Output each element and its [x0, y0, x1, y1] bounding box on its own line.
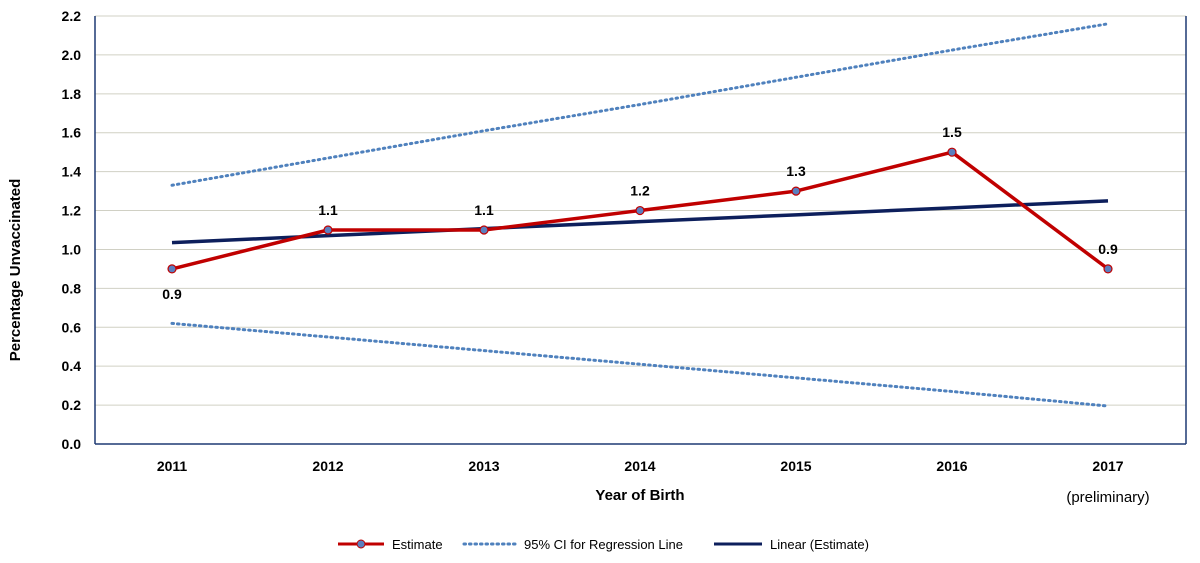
- gridlines: [94, 15, 1187, 445]
- x-tick-label: 2011: [157, 458, 188, 474]
- estimate-point: [791, 186, 801, 196]
- data-label: 1.1: [474, 202, 494, 218]
- estimate-point: [323, 225, 333, 235]
- x-tick-label: 2016: [936, 458, 967, 474]
- estimate-point: [635, 205, 645, 216]
- legend-estimate-label: Estimate: [392, 537, 443, 552]
- ci-upper-line: [170, 22, 1110, 187]
- y-tick-label: 1.2: [62, 203, 82, 219]
- estimate-point: [479, 225, 489, 235]
- y-tick-label: 0.2: [62, 397, 82, 413]
- x-axis-title: Year of Birth: [595, 487, 684, 504]
- data-label: 1.3: [786, 163, 806, 179]
- x-tick-label: 2013: [468, 458, 499, 474]
- x-tick-label: 2017: [1092, 458, 1123, 474]
- data-label: 1.5: [942, 124, 962, 140]
- y-tick-label: 1.6: [62, 125, 82, 141]
- linear-series: [171, 199, 1109, 245]
- legend-linear-label: Linear (Estimate): [770, 537, 869, 552]
- data-label: 1.1: [318, 202, 338, 218]
- y-axis-title: Percentage Unvaccinated: [7, 179, 24, 362]
- y-tick-label: 1.8: [62, 86, 82, 102]
- x-tick-label: 2015: [780, 458, 811, 474]
- estimate-point: [947, 147, 957, 157]
- estimate-series: [167, 147, 1113, 274]
- data-labels: 0.9 1.1 1.1 1.2 1.3 1.5 0.9: [162, 124, 1118, 302]
- y-tick-label: 1.0: [62, 241, 82, 257]
- ci-lower-line: [170, 321, 1110, 408]
- legend: Estimate 95% CI for Regression Line Line…: [338, 537, 869, 552]
- y-tick-label: 0.0: [62, 436, 82, 452]
- x-tick-label: 2014: [624, 458, 655, 474]
- y-tick-label: 1.4: [62, 164, 82, 180]
- data-label: 1.2: [630, 183, 650, 199]
- y-tick-label: 0.8: [62, 280, 82, 296]
- x-axis-ticks: 2011 2012 2013 2014 2015 2016 2017: [157, 458, 1124, 474]
- y-tick-label: 2.0: [62, 47, 82, 63]
- legend-estimate-marker: [356, 539, 366, 549]
- legend-ci-label: 95% CI for Regression Line: [524, 537, 683, 552]
- ci-series: [170, 22, 1110, 408]
- x-tick-label: 2012: [312, 458, 343, 474]
- x-axis-note: (preliminary): [1066, 489, 1149, 506]
- data-label: 0.9: [162, 286, 182, 302]
- y-axis-ticks: 0.0 0.2 0.4 0.6 0.8 1.0 1.2 1.4 1.6 1.8 2.0 2.2: [62, 8, 82, 452]
- estimate-point: [167, 264, 177, 274]
- data-label: 0.9: [1098, 241, 1118, 257]
- linear-trend-line: [171, 199, 1109, 245]
- y-tick-label: 0.6: [62, 319, 82, 335]
- estimate-point: [1103, 264, 1113, 274]
- y-tick-label: 2.2: [62, 8, 82, 24]
- y-tick-label: 0.4: [62, 358, 82, 374]
